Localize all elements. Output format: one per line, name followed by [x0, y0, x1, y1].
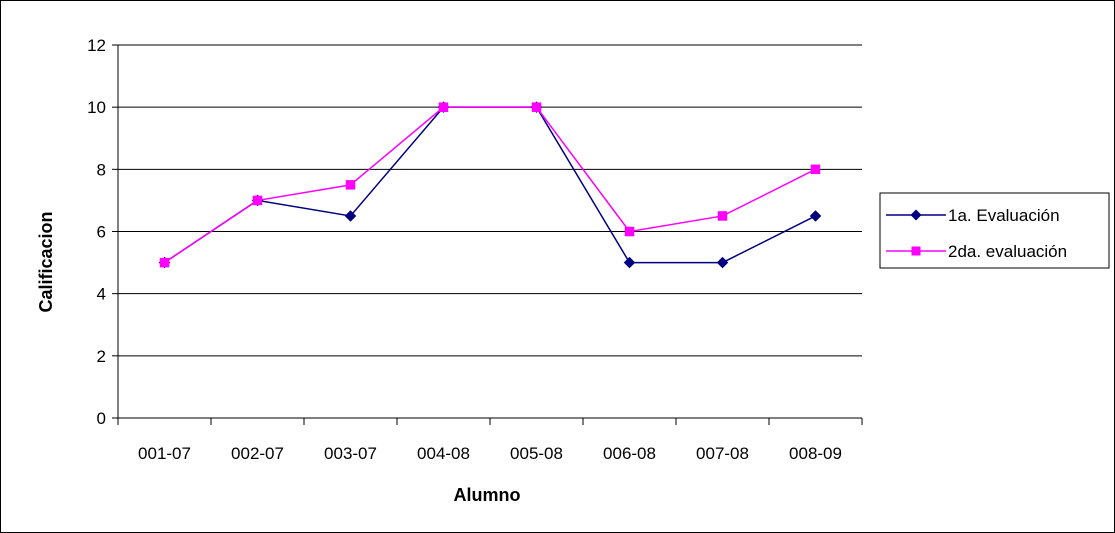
x-tick-label: 008-09	[789, 444, 842, 463]
y-tick-label: 10	[87, 98, 106, 117]
y-tick-label: 0	[97, 409, 106, 428]
y-tick-label: 8	[97, 160, 106, 179]
series-1a-evaluacion-line	[164, 106, 816, 264]
series-2da-evaluacion-point	[717, 211, 728, 221]
series-markers	[158, 101, 822, 269]
series-2da-evaluacion-point	[252, 195, 263, 206]
axes	[112, 44, 863, 425]
y-tick-label: 12	[87, 36, 106, 55]
series-2da-evaluacion-point	[159, 257, 170, 268]
legend-label-1a-evaluacion: 1a. Evaluación	[948, 206, 1060, 225]
series-2da-evaluacion-point	[531, 102, 542, 112]
legend-marker-diamond	[910, 209, 922, 221]
series-2da-evaluacion-line	[164, 106, 816, 264]
series-lines	[164, 106, 816, 264]
y-tick-label: 6	[97, 223, 106, 242]
legend: 1a. Evaluación 2da. evaluación	[879, 192, 1110, 269]
x-tick-label: 004-08	[417, 444, 470, 463]
series-1a-evaluacion-point	[344, 210, 357, 222]
series-2da-evaluacion-point	[345, 180, 356, 190]
tick-labels: 0 2 4 6 8 10 12 001-07 002-07 003-07 004-08 005-08 0…	[87, 36, 842, 463]
x-tick-label: 007-08	[696, 444, 749, 463]
series-1a-evaluacion-point	[623, 256, 636, 269]
series-2da-evaluacion-point	[810, 164, 821, 175]
y-tick-label: 4	[97, 285, 106, 304]
y-tick-label: 2	[97, 347, 106, 366]
series-2da-evaluacion-point	[438, 102, 449, 112]
x-tick-label: 003-07	[324, 444, 377, 463]
series-1a-evaluacion-point	[809, 210, 822, 222]
y-axis-title: Calificacion	[36, 211, 56, 312]
x-tick-label: 002-07	[231, 444, 284, 463]
legend-label-2da-evaluacion: 2da. evaluación	[948, 242, 1067, 261]
legend-marker-square	[911, 246, 921, 256]
x-tick-label: 001-07	[138, 444, 191, 463]
x-tick-label: 005-08	[510, 444, 563, 463]
x-axis-title: Alumno	[454, 485, 521, 505]
gridlines	[118, 44, 862, 357]
x-tick-label: 006-08	[603, 444, 656, 463]
series-2da-evaluacion-point	[624, 226, 635, 237]
series-1a-evaluacion-point	[716, 256, 729, 269]
